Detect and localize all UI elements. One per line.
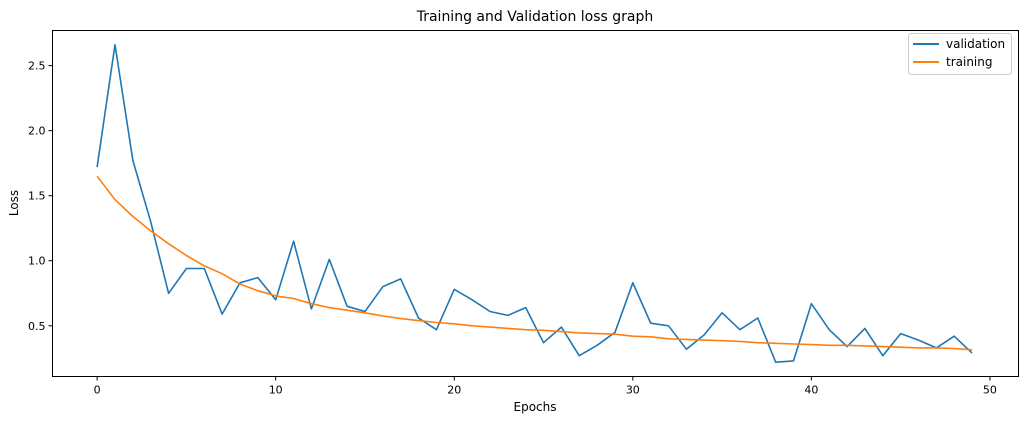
series-line-training [96, 175, 973, 351]
y-tick-label: 0.5 [28, 320, 46, 333]
x-tick-label: 50 [983, 384, 997, 397]
x-tick-label: 30 [626, 384, 640, 397]
x-tick-label: 0 [94, 384, 101, 397]
legend-label-validation: validation [946, 37, 1005, 51]
y-axis-label: Loss [7, 190, 21, 216]
legend: validation training [908, 33, 1012, 75]
x-tick-label: 20 [447, 384, 461, 397]
y-tick-label: 1.5 [28, 190, 46, 203]
series-line-validation [96, 43, 973, 364]
legend-label-training: training [946, 55, 993, 69]
x-axis-label: Epochs [514, 400, 557, 414]
y-tick-label: 2.5 [28, 60, 46, 73]
y-tick-label: 2.0 [28, 125, 46, 138]
x-tick-label: 40 [804, 384, 818, 397]
y-tick-label: 1.0 [28, 255, 46, 268]
plot-frame [52, 30, 1019, 377]
x-tick-label: 10 [269, 384, 283, 397]
chart-title: Training and Validation loss graph [416, 9, 654, 25]
